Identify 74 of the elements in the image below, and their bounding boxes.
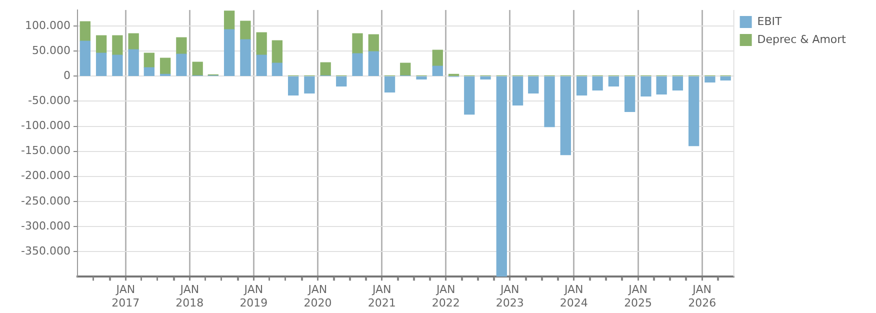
- bar: [576, 76, 588, 96]
- y-tick-label: -150.000: [20, 144, 70, 158]
- bar: [704, 76, 716, 82]
- bar: [480, 76, 491, 80]
- bar: [560, 76, 571, 156]
- bar: [624, 76, 636, 112]
- bar: [368, 34, 379, 52]
- bar: [256, 32, 267, 56]
- bar: [272, 62, 283, 76]
- bar: [224, 29, 235, 76]
- y-tick-label: -300.000: [20, 219, 70, 232]
- bar: [368, 51, 379, 76]
- bar: [352, 33, 363, 54]
- bar: [192, 62, 203, 76]
- bar: [640, 76, 652, 97]
- bar: [96, 52, 107, 76]
- x-tick-label: JAN 2025: [624, 283, 652, 310]
- bar: [112, 54, 123, 76]
- bar: [112, 35, 123, 56]
- x-tick-label: JAN 2024: [560, 283, 588, 310]
- y-tick-label: 50.000: [32, 44, 70, 57]
- bar: [272, 40, 283, 64]
- bar: [256, 54, 267, 76]
- bar: [528, 76, 539, 94]
- bar: [672, 76, 684, 91]
- x-tick-label: JAN 2019: [240, 283, 268, 310]
- y-tick-label: 0: [63, 69, 70, 82]
- bar: [416, 76, 427, 80]
- x-tick-label: JAN 2018: [176, 283, 204, 310]
- y-tick-label: -50.000: [28, 94, 70, 108]
- x-tick-label: JAN 2026: [688, 283, 716, 310]
- bar: [240, 20, 251, 40]
- x-tick-label: JAN 2021: [368, 283, 396, 310]
- bar: [544, 76, 555, 128]
- bar: [592, 76, 603, 91]
- bar: [176, 54, 187, 76]
- y-tick-label: -200.000: [20, 169, 70, 182]
- y-tick-label: 100.000: [24, 18, 70, 32]
- x-tick-label: JAN 2017: [112, 283, 140, 310]
- x-tick-label: JAN 2023: [496, 283, 524, 310]
- bar: [720, 76, 731, 80]
- bar: [400, 62, 411, 76]
- x-tick-label: JAN 2020: [304, 283, 332, 310]
- bar: [80, 40, 91, 76]
- bar: [80, 21, 91, 42]
- bar: [320, 62, 331, 76]
- bar: [128, 33, 139, 50]
- bar: [384, 76, 396, 93]
- bar: [144, 67, 155, 76]
- bar: [304, 76, 315, 94]
- bar: [224, 10, 235, 30]
- bar: [432, 66, 443, 76]
- bar: [144, 52, 155, 68]
- bar: [608, 76, 620, 86]
- x-tick-label: JAN 2022: [432, 283, 460, 310]
- bar: [464, 76, 475, 115]
- bar: [176, 37, 187, 54]
- bar: [688, 76, 700, 146]
- bar: [656, 76, 667, 95]
- bar: [288, 76, 299, 96]
- bar: [160, 58, 171, 74]
- bar: [128, 49, 139, 76]
- bar: [432, 50, 443, 66]
- legend-label: Deprec & Amort: [757, 32, 847, 46]
- y-tick-label: -250.000: [20, 194, 70, 208]
- y-tick-label: -350.000: [20, 244, 70, 258]
- bar: [240, 39, 251, 76]
- bar: [336, 76, 347, 86]
- legend-label: EBIT: [757, 14, 782, 28]
- bar: [96, 35, 107, 54]
- bar: [352, 53, 363, 76]
- bar: [512, 76, 524, 106]
- y-tick-label: -100.000: [20, 119, 70, 132]
- bar: [496, 76, 507, 277]
